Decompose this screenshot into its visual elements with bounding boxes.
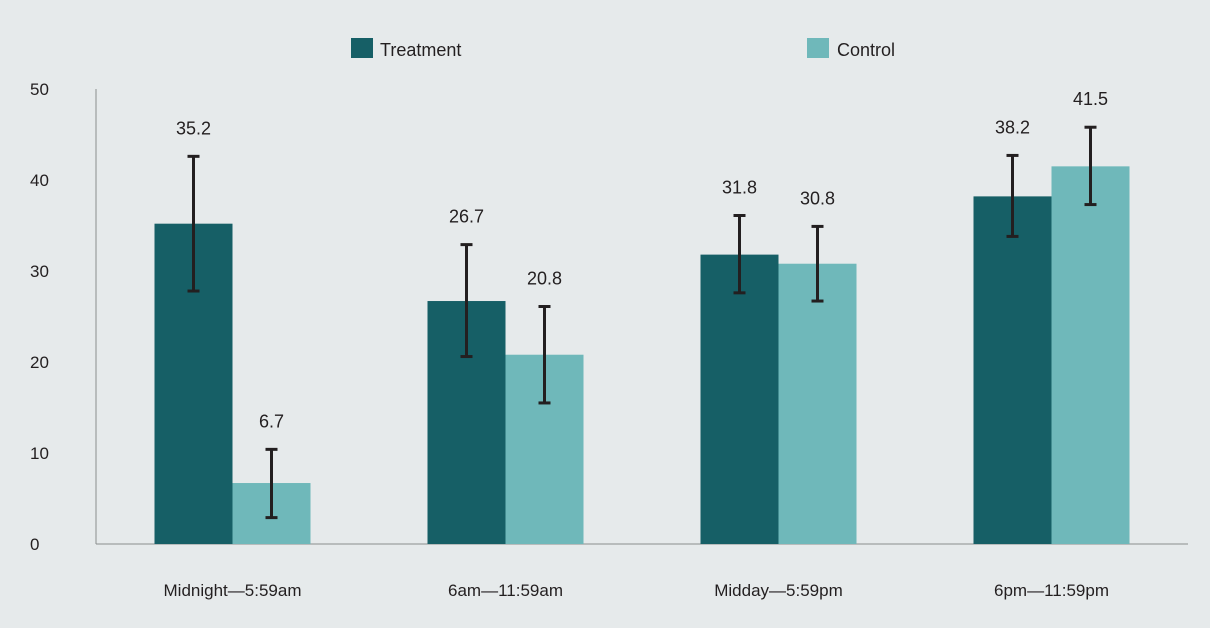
y-tick-label: 30 (30, 262, 49, 281)
y-tick-label: 40 (30, 171, 49, 190)
data-label: 26.7 (449, 207, 484, 227)
bars (154, 166, 1130, 544)
error-bar (811, 224, 824, 303)
error-bar (460, 243, 473, 359)
bar-control (778, 263, 857, 544)
error-bar (265, 447, 278, 520)
legend-swatch-treatment (351, 38, 373, 58)
y-tick-label: 20 (30, 353, 49, 372)
error-bar (187, 154, 200, 293)
error-bar (1006, 153, 1019, 238)
error-bar (538, 304, 551, 405)
y-tick-label: 50 (30, 80, 49, 99)
bar-treatment (700, 254, 779, 544)
category-labels: Midnight—5:59am 6am—11:59am Midday—5:59pm 6… (164, 581, 1109, 600)
legend-swatch-control (807, 38, 829, 58)
data-label: 6.7 (259, 411, 284, 431)
error-bars (187, 125, 1097, 520)
data-label: 20.8 (527, 268, 562, 288)
error-bar (1084, 125, 1097, 207)
legend-label-control: Control (837, 40, 895, 60)
legend-label-treatment: Treatment (380, 40, 461, 60)
legend: Treatment Control (351, 38, 895, 60)
data-label: 31.8 (722, 177, 757, 197)
x-category-label: 6am—11:59am (448, 581, 563, 600)
y-tick-label: 0 (30, 535, 39, 554)
bar-control (1051, 166, 1130, 544)
y-tick-label: 10 (30, 444, 49, 463)
x-category-label: 6pm—11:59pm (994, 581, 1109, 600)
bar-treatment (973, 196, 1052, 544)
x-category-label: Midnight—5:59am (164, 581, 302, 600)
data-label: 38.2 (995, 117, 1030, 137)
error-bar (733, 213, 746, 295)
data-label: 30.8 (800, 188, 835, 208)
value-labels: 35.2 6.7 26.7 20.8 31.8 30.8 38.2 41.5 (176, 89, 1108, 431)
y-tick-labels: 0 10 20 30 40 50 (30, 80, 49, 554)
x-category-label: Midday—5:59pm (714, 581, 843, 600)
data-label: 41.5 (1073, 89, 1108, 109)
data-label: 35.2 (176, 118, 211, 138)
